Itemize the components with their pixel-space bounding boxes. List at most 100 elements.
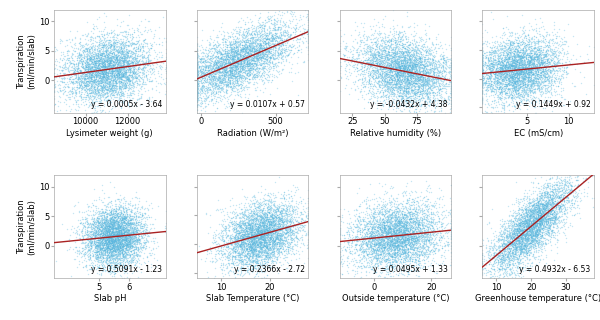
Point xyxy=(478,76,487,81)
Point xyxy=(392,204,401,209)
Point xyxy=(122,61,131,67)
Point xyxy=(355,39,365,44)
Point xyxy=(387,256,397,261)
Point xyxy=(400,212,410,217)
Point xyxy=(389,84,398,89)
Point xyxy=(394,251,404,256)
Point xyxy=(224,240,233,245)
Point xyxy=(537,58,547,63)
Point xyxy=(353,264,363,269)
Point xyxy=(265,211,274,216)
Point xyxy=(515,229,524,234)
Point xyxy=(105,248,115,253)
Point xyxy=(532,219,542,224)
Point xyxy=(230,42,240,47)
Point xyxy=(192,94,202,99)
Point xyxy=(410,236,420,241)
Point xyxy=(389,230,399,235)
Point xyxy=(354,214,364,219)
Point xyxy=(256,245,265,250)
Point xyxy=(115,237,124,242)
Point xyxy=(69,70,79,75)
Point xyxy=(112,238,122,243)
Point xyxy=(433,209,442,214)
Point xyxy=(130,263,140,268)
Point xyxy=(394,83,404,88)
Point xyxy=(416,52,426,57)
Point xyxy=(421,50,431,55)
Point xyxy=(388,274,398,279)
Point xyxy=(425,232,434,237)
Point xyxy=(514,232,523,237)
Point xyxy=(120,237,130,242)
Point xyxy=(271,68,281,73)
Point xyxy=(118,220,128,225)
Point xyxy=(339,53,349,58)
Point xyxy=(130,52,140,58)
Point xyxy=(510,68,520,74)
Point xyxy=(549,78,559,83)
Point xyxy=(107,240,117,245)
Point xyxy=(102,216,112,221)
Point xyxy=(527,203,536,208)
Point xyxy=(395,233,404,238)
Point xyxy=(409,245,418,250)
Point xyxy=(402,71,412,76)
Point xyxy=(223,49,232,54)
Point xyxy=(106,93,115,98)
Point xyxy=(384,243,394,248)
Point xyxy=(107,237,117,242)
Point xyxy=(97,93,107,99)
Point xyxy=(506,69,515,74)
Point xyxy=(545,160,555,165)
Point xyxy=(411,216,421,221)
Point xyxy=(103,228,113,233)
Point xyxy=(219,292,229,297)
Point xyxy=(530,207,539,212)
Point xyxy=(504,240,514,245)
Point xyxy=(97,60,107,65)
Point xyxy=(211,60,221,65)
Point xyxy=(266,210,275,215)
Point xyxy=(403,89,413,94)
Point xyxy=(526,55,536,60)
Point xyxy=(545,211,555,216)
Point xyxy=(100,222,109,227)
Point xyxy=(515,83,524,88)
Point xyxy=(545,222,554,227)
Point xyxy=(193,98,203,103)
Point xyxy=(391,218,400,223)
Point xyxy=(521,65,531,70)
Point xyxy=(257,245,266,250)
Point xyxy=(115,79,124,84)
Point xyxy=(388,70,397,75)
Point xyxy=(104,236,113,241)
Point xyxy=(272,265,281,270)
Point xyxy=(369,71,379,76)
Point xyxy=(251,52,261,57)
Point xyxy=(122,237,131,243)
Point xyxy=(535,213,544,218)
Point xyxy=(389,216,399,221)
Point xyxy=(489,276,499,281)
Point xyxy=(380,79,390,84)
Point xyxy=(367,267,376,272)
Point xyxy=(524,40,534,45)
Point xyxy=(523,248,533,253)
Point xyxy=(523,75,533,80)
Point xyxy=(386,247,396,252)
Point xyxy=(442,58,451,63)
Point xyxy=(499,236,508,241)
Point xyxy=(92,258,101,263)
Point xyxy=(497,245,507,250)
Point xyxy=(499,234,509,239)
Point xyxy=(538,207,547,212)
Point xyxy=(137,211,147,216)
Point xyxy=(133,208,142,213)
Point xyxy=(69,226,79,231)
Point xyxy=(127,226,137,231)
Point xyxy=(416,235,425,240)
Point xyxy=(520,91,530,96)
Point xyxy=(380,70,389,76)
Point xyxy=(242,232,252,237)
